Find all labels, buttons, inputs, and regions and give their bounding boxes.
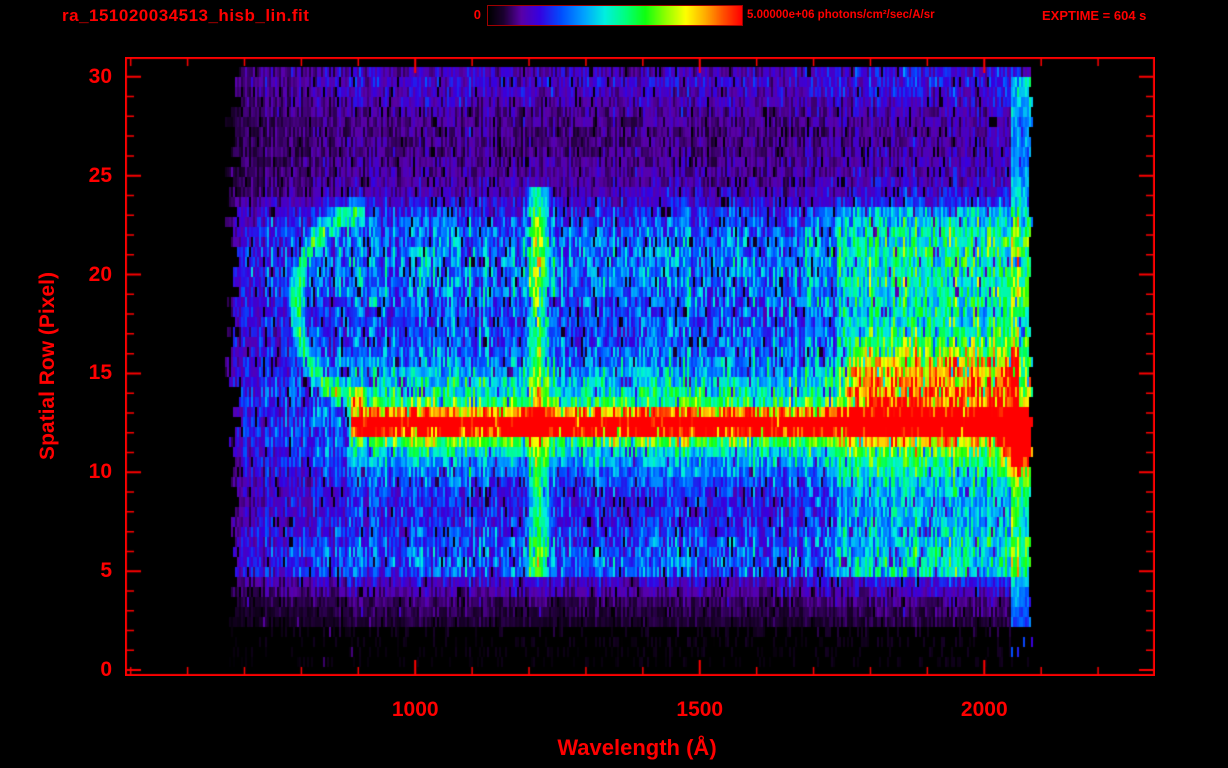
file-title: ra_151020034513_hisb_lin.fit: [62, 6, 310, 25]
x-tick-label: 1000: [391, 698, 439, 721]
y-tick-label: 30: [88, 64, 112, 88]
y-tick-label: 15: [88, 361, 112, 385]
colorbar-max-label: 5.00000e+06 photons/cm²/sec/A/sr: [747, 9, 935, 21]
y-tick-label: 20: [88, 262, 112, 286]
exptime-label: EXPTIME = 604 s: [1042, 8, 1147, 23]
y-tick-label: 10: [88, 460, 112, 484]
spectral-heatmap-canvas: [125, 57, 1155, 676]
x-axis-label: Wavelength (Å): [557, 735, 717, 760]
colorbar-min-label: 0: [473, 7, 481, 22]
y-tick-label: 25: [88, 163, 112, 187]
y-tick-label: 0: [100, 658, 112, 682]
y-tick-label: 5: [100, 559, 112, 583]
x-tick-label: 1500: [676, 698, 724, 721]
x-tick-label: 2000: [960, 698, 1008, 721]
colorbar-gradient: [487, 5, 743, 26]
